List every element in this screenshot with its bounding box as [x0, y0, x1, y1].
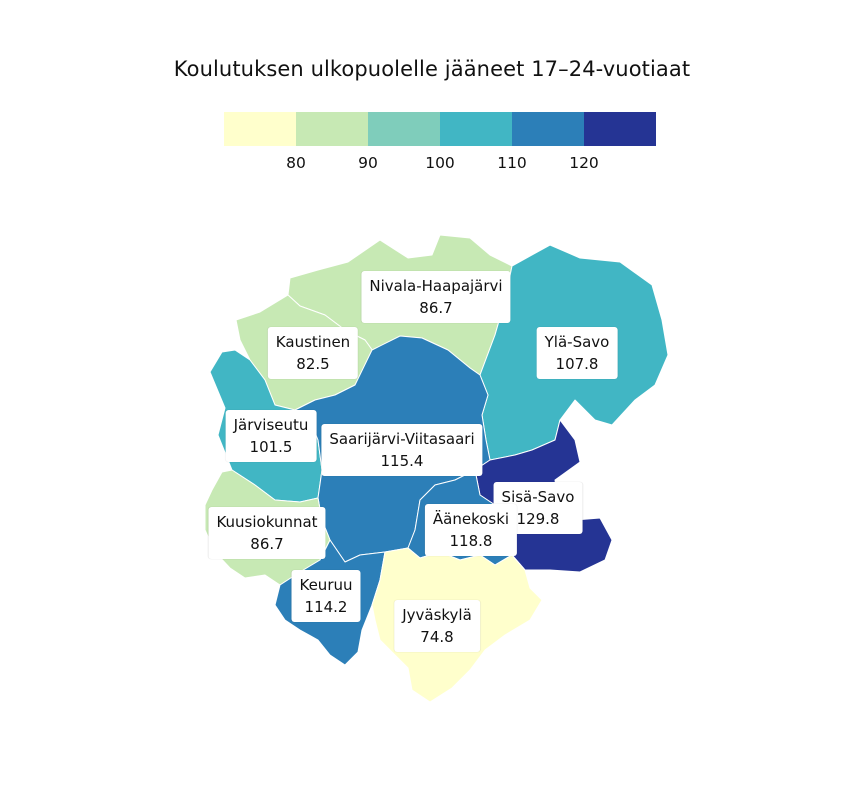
- region-name: Järviseutu: [233, 416, 309, 434]
- region-label-yla-savo: Ylä-Savo 107.8: [536, 327, 618, 379]
- legend-tick: 120: [569, 154, 599, 172]
- region-name: Saarijärvi-Viitasaari: [329, 430, 475, 448]
- map-title: Koulutuksen ulkopuolelle jääneet 17–24-v…: [173, 57, 691, 81]
- legend-bin-3: [368, 112, 440, 146]
- region-label-aanekoski: Äänekoski 118.8: [424, 504, 518, 556]
- legend-bin-6: [584, 112, 656, 146]
- legend-tick: 110: [497, 154, 527, 172]
- legend-tick: 90: [358, 154, 378, 172]
- legend-tick: 80: [286, 154, 306, 172]
- legend-bin-4: [440, 112, 512, 146]
- region-value: 107.8: [555, 355, 599, 373]
- region-name: Nivala-Haapajärvi: [369, 277, 503, 295]
- color-legend: [224, 112, 656, 146]
- region-label-jyvaskyla: Jyväskylä 74.8: [394, 600, 480, 652]
- region-name: Jyväskylä: [402, 606, 472, 624]
- region-label-jarviseutu: Järviseutu 101.5: [225, 410, 317, 462]
- region-value: 86.7: [419, 299, 453, 317]
- region-value: 129.8: [516, 510, 560, 528]
- region-name: Ylä-Savo: [544, 333, 610, 351]
- region-value: 86.7: [250, 535, 284, 553]
- region-value: 118.8: [449, 532, 493, 550]
- region-name: Äänekoski: [432, 510, 510, 528]
- legend-bin-2: [296, 112, 368, 146]
- legend-bin-5: [512, 112, 584, 146]
- region-label-kaustinen: Kaustinen 82.5: [267, 327, 359, 379]
- region-name: Keuruu: [299, 576, 353, 594]
- region-name: Kuusiokunnat: [216, 513, 318, 531]
- region-value: 74.8: [420, 628, 454, 646]
- region-label-nivala-haapajarvi: Nivala-Haapajärvi 86.7: [361, 271, 511, 323]
- region-label-kuusiokunnat: Kuusiokunnat 86.7: [208, 507, 326, 559]
- region-value: 115.4: [380, 452, 424, 470]
- region-value: 82.5: [296, 355, 330, 373]
- region-name: Kaustinen: [275, 333, 351, 351]
- region-name: Sisä-Savo: [501, 488, 575, 506]
- region-value: 101.5: [249, 438, 293, 456]
- region-label-keuruu: Keuruu 114.2: [291, 570, 361, 622]
- legend-tick: 100: [425, 154, 455, 172]
- legend-bin-1: [224, 112, 296, 146]
- region-value: 114.2: [304, 598, 348, 616]
- region-label-saarijarvi-viitasaari: Saarijärvi-Viitasaari 115.4: [321, 424, 483, 476]
